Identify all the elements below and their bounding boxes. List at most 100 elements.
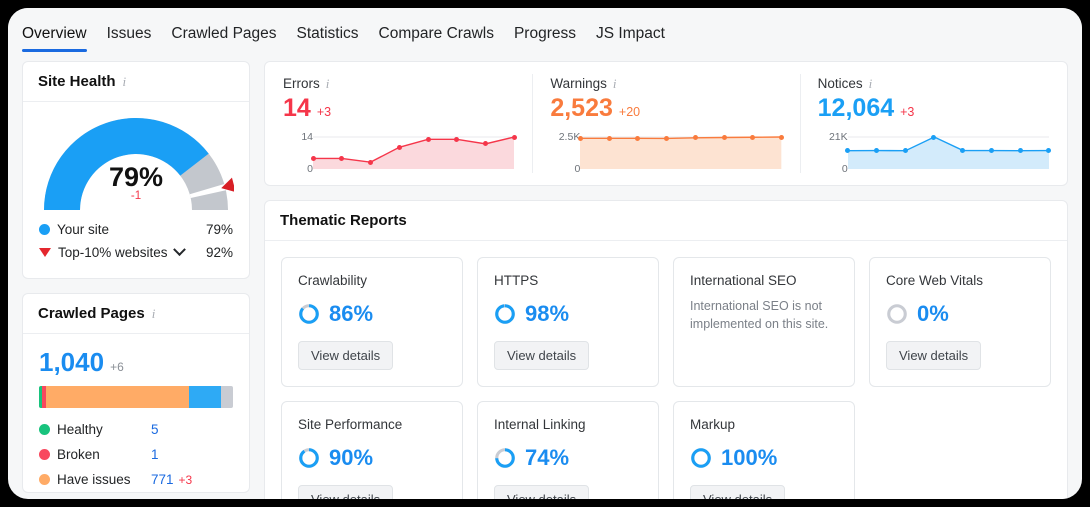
legend-row[interactable]: Top-10% websites 92% xyxy=(39,241,233,264)
crawled-pages-delta: +6 xyxy=(110,360,124,374)
dot-icon xyxy=(39,224,50,235)
metric-value-row: 2,523 +20 xyxy=(550,94,781,123)
view-details-button[interactable]: View details xyxy=(494,485,590,499)
tab-compare-crawls[interactable]: Compare Crawls xyxy=(378,25,494,42)
site-health-panel: Site Health i 79% -1 Yo xyxy=(22,61,250,279)
chevron-down-icon[interactable] xyxy=(172,243,186,257)
thematic-card-title: HTTPS xyxy=(494,273,539,288)
progress-ring-icon xyxy=(495,448,515,468)
thematic-reports-panel: Thematic Reports Crawlability 86% View det… xyxy=(264,200,1068,499)
sparkline-area xyxy=(847,137,1049,169)
dot-icon xyxy=(39,474,50,485)
thematic-card-international-seo[interactable]: International SEO International SEO is no… xyxy=(673,257,855,387)
site-health-title: Site Health xyxy=(38,73,116,90)
sparkline-point xyxy=(425,136,431,142)
sparkline-svg xyxy=(847,131,1049,169)
legend-delta: +3 xyxy=(178,472,193,487)
legend-label-group: Top-10% websites xyxy=(39,243,206,260)
app-window: Overview Issues Crawled Pages Statistics Com… xyxy=(8,8,1082,499)
tab-crawled-pages[interactable]: Crawled Pages xyxy=(171,25,277,42)
sparkline-chart: 21K 0 xyxy=(818,131,1052,175)
metric-delta: +3 xyxy=(316,105,332,119)
triangle-down-icon xyxy=(39,248,51,257)
metric-card-notices[interactable]: Notices i 12,064 +3 21K 0 xyxy=(799,74,1067,175)
metric-delta: +20 xyxy=(618,105,641,119)
thematic-card-crawlability[interactable]: Crawlability 86% View details xyxy=(281,257,463,387)
sparkline-axis: 14 0 xyxy=(283,131,313,175)
stack-segment-have-issues[interactable] xyxy=(45,386,190,408)
info-icon[interactable]: i xyxy=(151,306,156,321)
site-health-gauge: 79% -1 xyxy=(38,110,236,214)
tab-issues[interactable]: Issues xyxy=(106,25,152,42)
sparkline-point xyxy=(988,148,994,154)
crawled-pages-legend-row[interactable]: Have issues 771 +3 xyxy=(39,467,233,492)
legend-label-group: Your site xyxy=(39,222,206,237)
crawled-pages-stacked-bar[interactable] xyxy=(39,386,233,408)
sparkline-point xyxy=(692,135,698,141)
tab-overview[interactable]: Overview xyxy=(22,25,87,52)
sparkline-point xyxy=(902,148,908,154)
thematic-card-score: 100% xyxy=(690,445,838,471)
tab-js-impact[interactable]: JS Impact xyxy=(596,25,665,42)
view-details-button[interactable]: View details xyxy=(690,485,786,499)
stack-segment-redirected[interactable] xyxy=(189,386,222,408)
thematic-card-markup[interactable]: Markup 100% View details xyxy=(673,401,855,499)
info-icon[interactable]: i xyxy=(325,76,330,91)
thematic-card-score: 98% xyxy=(494,301,642,327)
thematic-card-note: International SEO is not implemented on … xyxy=(690,299,829,332)
left-column: Site Health i 79% -1 Yo xyxy=(22,61,250,499)
sparkline-point xyxy=(396,144,402,150)
thematic-card-internal-linking[interactable]: Internal Linking 74% View details xyxy=(477,401,659,499)
info-icon[interactable]: i xyxy=(868,76,873,91)
thematic-card-score: 74% xyxy=(494,445,642,471)
sparkline-svg xyxy=(313,131,515,169)
tab-progress[interactable]: Progress xyxy=(513,25,576,42)
crawled-pages-body: 1,040 +6 Healthy 5 Broken 1 Have issues 771 +3 xyxy=(23,334,249,492)
crawled-pages-total: 1,040 xyxy=(39,347,105,377)
view-details-button[interactable]: View details xyxy=(298,485,394,499)
crawled-pages-legend-row[interactable]: Healthy 5 xyxy=(39,417,233,442)
thematic-card-score: 0% xyxy=(886,301,1034,327)
metric-card-errors[interactable]: Errors i 14 +3 14 0 xyxy=(265,76,532,175)
metric-name: Notices xyxy=(817,76,863,91)
sparkline-point xyxy=(339,155,345,161)
view-details-button[interactable]: View details xyxy=(494,341,590,370)
metric-delta: +3 xyxy=(900,105,915,119)
view-details-button[interactable]: View details xyxy=(886,341,982,370)
metric-value-row: 14 +3 xyxy=(283,94,514,123)
thematic-card-percent: 98% xyxy=(525,301,570,326)
axis-tick-low: 0 xyxy=(307,163,313,175)
sparkline-point xyxy=(664,135,670,141)
sparkline-point xyxy=(721,135,727,140)
progress-ring-icon xyxy=(495,304,515,324)
thematic-card-site-performance[interactable]: Site Performance 90% View details xyxy=(281,401,463,499)
sparkline-line xyxy=(580,137,781,138)
thematic-reports-header: Thematic Reports xyxy=(265,201,1067,241)
metric-header: Warnings i xyxy=(550,76,781,91)
thematic-card-core-web-vitals[interactable]: Core Web Vitals 0% View details xyxy=(869,257,1051,387)
sparkline-area xyxy=(313,137,515,169)
stack-segment-blocked[interactable] xyxy=(221,386,233,408)
metric-card-warnings[interactable]: Warnings i 2,523 +20 2.5K 0 xyxy=(532,74,799,175)
sparkline-point xyxy=(577,135,583,141)
view-details-button[interactable]: View details xyxy=(298,341,394,370)
info-icon[interactable]: i xyxy=(612,76,617,91)
metric-value: 2,523 xyxy=(550,94,613,122)
metric-name: Errors xyxy=(283,76,320,91)
legend-label-group: Broken xyxy=(39,447,151,462)
tab-bar: Overview Issues Crawled Pages Statistics Com… xyxy=(8,8,1082,52)
stack-segment-healthy[interactable] xyxy=(39,386,43,408)
sparkline-point xyxy=(750,134,756,140)
thematic-reports-title: Thematic Reports xyxy=(280,212,407,229)
stack-segment-broken[interactable] xyxy=(42,386,46,408)
sparkline-point xyxy=(1046,148,1052,154)
crawled-pages-legend-row[interactable]: Broken 1 xyxy=(39,442,233,467)
sparkline-svg xyxy=(580,131,782,169)
sparkline-point xyxy=(606,135,612,141)
progress-ring-icon xyxy=(299,304,319,324)
tab-statistics[interactable]: Statistics xyxy=(296,25,359,42)
thematic-card-https[interactable]: HTTPS 98% View details xyxy=(477,257,659,387)
info-icon[interactable]: i xyxy=(122,74,127,89)
thematic-card-percent: 90% xyxy=(329,445,374,470)
axis-tick-low: 0 xyxy=(841,163,848,175)
